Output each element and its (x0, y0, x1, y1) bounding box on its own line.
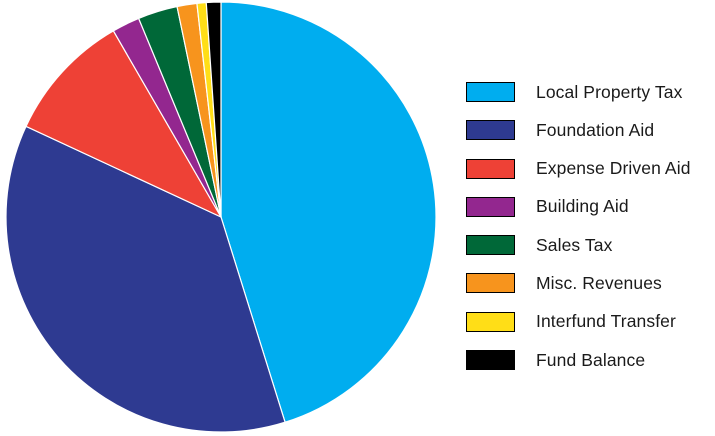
legend-item-sales-tax: Sales Tax (466, 234, 691, 256)
legend-swatch (466, 273, 515, 294)
legend-item-foundation-aid: Foundation Aid (466, 119, 691, 141)
legend-swatch (466, 196, 515, 217)
revenue-pie-chart (5, 1, 437, 433)
legend-swatch (466, 235, 515, 256)
legend-item-fund-balance: Fund Balance (466, 349, 691, 371)
legend-swatch (466, 82, 515, 102)
legend-item-local-property-tax: Local Property Tax (466, 82, 691, 102)
legend-label: Building Aid (536, 196, 629, 217)
legend-item-building-aid: Building Aid (466, 196, 691, 217)
chart-legend: Local Property Tax Foundation Aid Expens… (466, 82, 691, 371)
legend-swatch (466, 158, 515, 179)
legend-item-expense-driven-aid: Expense Driven Aid (466, 158, 691, 179)
legend-swatch (466, 120, 515, 141)
pie-slice-foundation-aid (5, 125, 286, 433)
pie-slice-expense-driven-aid (25, 30, 222, 218)
legend-label: Foundation Aid (536, 119, 655, 140)
legend-swatch (466, 350, 515, 371)
legend-label: Sales Tax (536, 234, 613, 255)
legend-label: Misc. Revenues (536, 272, 662, 293)
legend-label: Local Property Tax (536, 81, 683, 102)
legend-swatch (466, 311, 515, 332)
pie-slice-fund-balance (205, 1, 222, 218)
legend-label: Expense Driven Aid (536, 158, 691, 179)
pie-slice-local-property-tax (220, 1, 437, 423)
legend-label: Interfund Transfer (536, 311, 676, 332)
legend-item-misc-revenues: Misc. Revenues (466, 272, 691, 294)
legend-label: Fund Balance (536, 349, 646, 370)
legend-item-interfund-transfer: Interfund Transfer (466, 311, 691, 332)
